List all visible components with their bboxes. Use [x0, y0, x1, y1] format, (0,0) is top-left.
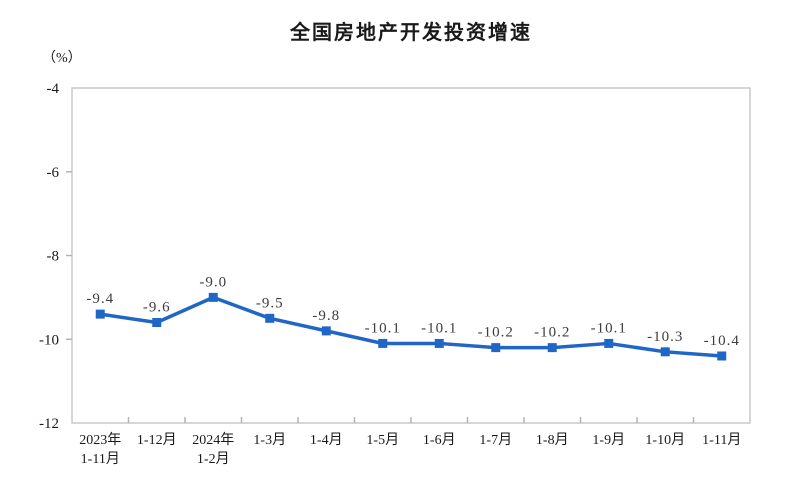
chart-title: 全国房地产开发投资增速 [290, 20, 532, 44]
x-axis-label: 1-11月 [702, 432, 741, 448]
data-point [321, 326, 331, 336]
x-axis-label: 1-5月 [366, 432, 399, 448]
x-axis-label: 1-10月 [645, 432, 685, 448]
data-point-label: -10.1 [421, 320, 457, 336]
data-point [434, 338, 444, 348]
data-point-label: -9.0 [199, 274, 227, 290]
y-axis-tick-label: -4 [47, 81, 60, 97]
x-axis-label: 1-12月 [137, 432, 177, 448]
x-axis-label: 1-2月 [197, 451, 230, 467]
x-axis-label: 1-4月 [310, 432, 343, 448]
y-axis-tick-label: -12 [39, 416, 59, 432]
x-axis-label: 1-3月 [253, 432, 286, 448]
data-point-label: -10.1 [365, 320, 401, 336]
data-point-label: -9.4 [86, 291, 114, 307]
x-axis-label: 1-11月 [81, 451, 120, 467]
y-axis-tick-label: -6 [47, 165, 60, 181]
x-axis-label: 2024年 [192, 432, 234, 448]
data-point [152, 318, 162, 327]
data-point [547, 343, 557, 353]
data-point-label: -9.8 [312, 308, 340, 324]
y-axis-unit-label: （%） [42, 51, 82, 66]
data-point-label: -9.6 [143, 300, 171, 316]
data-point [265, 313, 275, 323]
data-point-label: -10.2 [478, 325, 514, 341]
plot-border [71, 87, 751, 424]
x-axis-label: 1-7月 [479, 432, 512, 448]
data-point-label: -10.3 [647, 329, 683, 345]
data-point [604, 338, 614, 348]
x-axis-label: 1-6月 [423, 432, 456, 448]
data-point-label: -10.2 [534, 325, 570, 341]
data-point-label: -9.5 [256, 295, 284, 311]
data-point [378, 338, 388, 348]
data-point [717, 351, 727, 361]
data-point [491, 343, 501, 353]
data-point [95, 309, 105, 319]
y-axis-tick-label: -10 [39, 332, 59, 348]
x-axis-label: 1-8月 [536, 432, 569, 448]
x-axis-label: 1-9月 [592, 432, 625, 448]
trend-line [98, 295, 724, 358]
data-point-label: -10.1 [591, 320, 627, 336]
data-point [660, 347, 670, 357]
y-axis-tick-label: -8 [47, 249, 60, 265]
x-axis-label: 2023年 [79, 432, 121, 448]
data-point-label: -10.4 [704, 333, 740, 349]
data-point [208, 292, 218, 302]
